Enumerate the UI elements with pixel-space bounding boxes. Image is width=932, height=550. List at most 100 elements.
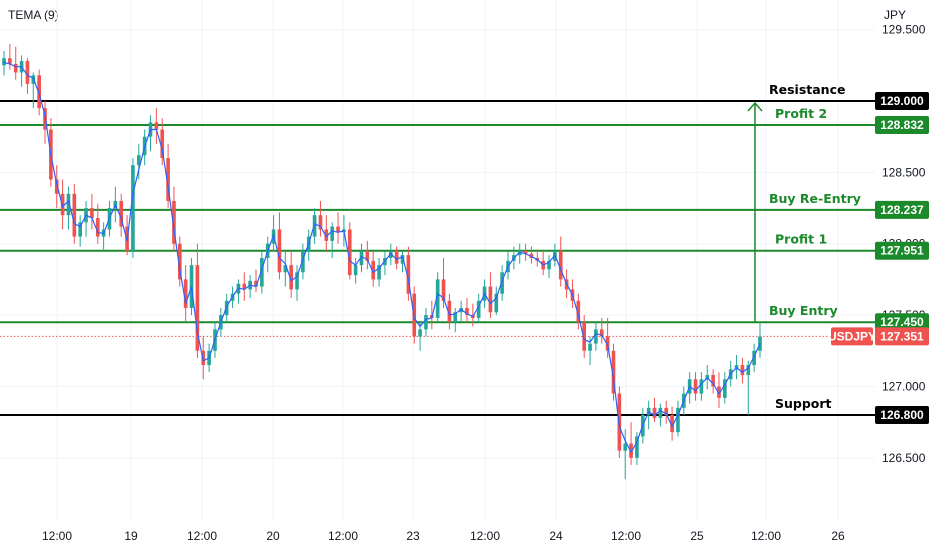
candle-body: [711, 375, 715, 387]
candle-body: [623, 443, 628, 451]
candle-body: [177, 243, 182, 280]
candle-body: [453, 312, 458, 323]
candle-body: [635, 436, 639, 458]
candle-body: [447, 300, 452, 323]
candle-body: [594, 329, 598, 344]
x-tick-label: 12:00: [42, 529, 72, 543]
tema-line: [3, 61, 761, 454]
y-tick-label: 128.500: [882, 165, 926, 179]
candle-body: [740, 365, 745, 376]
x-tick-label: 12:00: [470, 529, 500, 543]
candle-body: [166, 158, 170, 201]
price-badge-text: 129.000: [880, 94, 924, 108]
candle-body: [394, 250, 399, 264]
candle-body: [418, 329, 422, 337]
candle-body: [359, 250, 364, 266]
candle-body: [13, 63, 18, 73]
candle-body: [324, 229, 329, 241]
candle-body: [476, 300, 481, 318]
x-tick-label: 24: [549, 529, 563, 543]
candle-body: [547, 260, 551, 270]
price-badge: [875, 313, 929, 332]
price-badge-text: 127.951: [880, 244, 924, 258]
price-badge: [875, 92, 929, 110]
candle-body: [424, 315, 428, 330]
candle-body: [529, 253, 534, 258]
current-price-badge-text: 127.351: [880, 329, 924, 343]
y-tick-label: 127.000: [882, 379, 926, 393]
candle-body: [494, 293, 499, 313]
candle-body: [78, 222, 83, 237]
candle-body: [664, 407, 669, 415]
candle-body: [277, 229, 282, 273]
candle-body: [435, 279, 440, 318]
currency-label: JPY: [884, 8, 907, 22]
level-label: Buy Entry: [769, 303, 838, 318]
x-tick-label: 12:00: [751, 529, 781, 543]
candle-body: [670, 415, 674, 433]
candle-body: [752, 350, 756, 366]
candle-body: [330, 226, 335, 241]
time-axis[interactable]: 12:00 19 12:00 20 12:00 23 12:00 24 12:00 25 12:00…: [42, 529, 845, 543]
candle-body: [336, 226, 340, 233]
candle-body: [95, 218, 100, 237]
candle-body: [2, 58, 6, 66]
level-label: Resistance: [769, 82, 845, 97]
level-label: Profit 2: [775, 106, 827, 121]
candle-body: [693, 379, 698, 394]
candle-body: [347, 229, 352, 276]
candle-body: [72, 193, 77, 237]
candle-body: [318, 215, 323, 230]
x-tick-label: 12:00: [611, 529, 641, 543]
candle-body: [312, 215, 317, 237]
candle-body: [8, 58, 12, 64]
candle-body: [523, 250, 528, 254]
candle-body: [172, 200, 176, 244]
level-label: Support: [775, 396, 832, 411]
candle-body: [400, 255, 405, 264]
price-badge-text: 128.832: [880, 118, 924, 132]
candle-body: [37, 75, 41, 109]
price-badge: [875, 406, 929, 424]
candle-body: [629, 443, 633, 458]
level-label: Buy Re-Entry: [769, 191, 861, 206]
candle-body: [652, 407, 657, 418]
candle-body: [66, 193, 71, 216]
candle-body: [465, 307, 469, 316]
candle-body: [658, 407, 663, 418]
candle-body: [365, 250, 370, 261]
indicator-label: TEMA (9): [8, 8, 59, 22]
target-arrow: [747, 101, 763, 323]
x-tick-label: 12:00: [328, 529, 358, 543]
candle-body: [301, 250, 305, 273]
price-badge: [875, 200, 929, 219]
candle-body: [371, 260, 376, 280]
candle-body: [488, 286, 493, 313]
candle-body: [676, 407, 680, 433]
candle-body: [582, 322, 587, 351]
candle-body: [260, 258, 264, 287]
candle-body: [90, 208, 94, 219]
current-price-badge: [875, 327, 929, 346]
candle-body: [131, 165, 135, 251]
price-badge-text: 127.450: [880, 315, 924, 329]
candle-body: [353, 265, 358, 276]
candle-body: [25, 61, 30, 84]
candle-body: [611, 350, 616, 394]
candle-body: [289, 265, 293, 290]
candle-body: [699, 379, 704, 394]
price-badge: [875, 241, 929, 260]
candle-body: [723, 379, 727, 398]
candle-body: [119, 200, 124, 227]
candle-body: [441, 279, 446, 301]
candle-body: [605, 336, 610, 351]
candle-body: [599, 329, 604, 337]
candle-body: [160, 129, 165, 159]
level-label: Profit 1: [775, 232, 827, 247]
price-badges: 129.000 128.832 128.237 127.951 127.450 126.8…: [828, 92, 929, 424]
x-tick-label: 19: [124, 529, 138, 543]
y-tick-label: 126.500: [882, 451, 926, 465]
candle-body: [588, 343, 592, 351]
candle-body: [242, 283, 247, 290]
